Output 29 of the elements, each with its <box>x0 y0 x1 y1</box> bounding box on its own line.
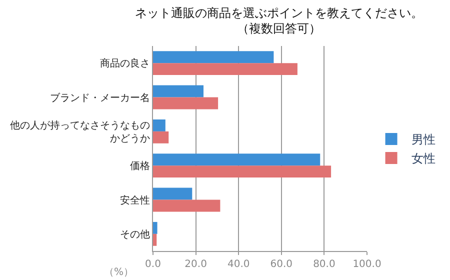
bar <box>153 188 192 200</box>
x-tick-label: 80.0 <box>313 259 336 270</box>
bar <box>153 63 298 76</box>
chart-subtitle: （複数回答可） <box>237 21 321 36</box>
bar <box>153 51 274 64</box>
x-tick-label: 20.0 <box>184 259 207 270</box>
bar <box>153 119 166 132</box>
x-tick-label: 100.0 <box>352 259 382 270</box>
x-axis-title: （%） <box>104 267 134 278</box>
y-tick-label: 安全性 <box>120 194 150 206</box>
chart-title: ネット通販の商品を選ぶポイントを教えてください。 <box>135 6 423 20</box>
bar <box>153 200 220 212</box>
x-tick-label: 0.0 <box>145 259 161 270</box>
y-tick-label: 他の人が持ってなさそうなものかどうか <box>10 119 150 144</box>
y-tick-label: 商品の良さ <box>100 58 150 70</box>
bar <box>153 234 157 246</box>
y-tick-label: ブランド・メーカー名 <box>50 92 150 104</box>
legend-label: 女性 <box>411 152 436 166</box>
bar <box>153 166 332 178</box>
bar <box>153 154 320 166</box>
legend-label: 男性 <box>411 132 436 147</box>
x-tick-label: 60.0 <box>270 259 293 270</box>
bar <box>153 97 218 110</box>
y-tick-label: その他 <box>120 228 150 240</box>
bar <box>153 131 169 144</box>
y-tick-label: 価格 <box>130 160 150 172</box>
x-tick-label: 40.0 <box>227 259 250 270</box>
bar <box>153 85 204 98</box>
bar <box>153 222 158 234</box>
